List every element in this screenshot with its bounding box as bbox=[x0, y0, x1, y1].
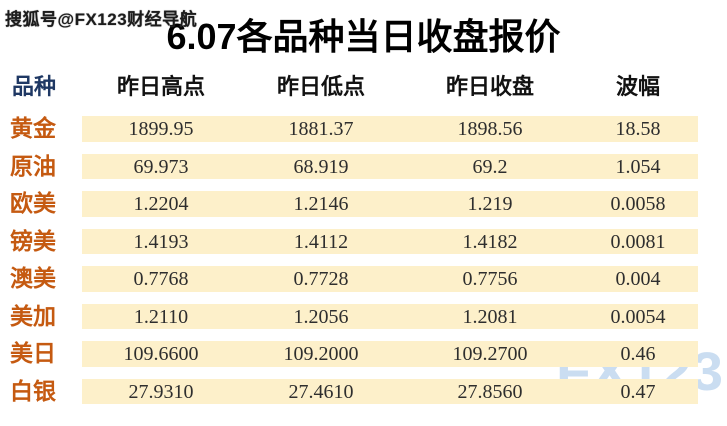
value-prev-low: 1.4112 bbox=[293, 230, 349, 253]
row-stripe: 0.7768 0.7728 0.7756 0.004 bbox=[82, 266, 698, 292]
value-range: 0.47 bbox=[620, 380, 656, 403]
table-row: 黄金 1899.95 1881.37 1898.56 18.58 bbox=[0, 116, 698, 142]
row-stripe: 1.2204 1.2146 1.219 0.0058 bbox=[82, 191, 698, 217]
value-prev-low: 68.919 bbox=[293, 155, 349, 178]
value-range: 18.58 bbox=[615, 118, 661, 140]
value-prev-low: 0.7728 bbox=[293, 268, 349, 290]
row-stripe: 1.4193 1.4112 1.4182 0.0081 bbox=[82, 228, 698, 254]
header-prev-high: 昨日高点 bbox=[116, 74, 205, 99]
table-header-row: 品种 昨日高点 昨日低点 昨日收盘 波幅 bbox=[0, 72, 698, 102]
table-row: 白银 27.9310 27.4610 27.8560 0.47 bbox=[0, 378, 698, 404]
row-stripe: 1.2110 1.2056 1.2081 0.0054 bbox=[82, 303, 698, 329]
table-row: 原油 69.973 68.919 69.2 1.054 bbox=[0, 153, 698, 179]
value-prev-high: 69.973 bbox=[133, 155, 189, 178]
value-range: 1.054 bbox=[615, 155, 661, 178]
value-prev-low: 109.2000 bbox=[283, 343, 359, 365]
table-row: 美日 109.6600 109.2000 109.2700 0.46 bbox=[0, 341, 698, 367]
value-prev-low: 27.4610 bbox=[288, 380, 354, 403]
instrument-name: 美日 bbox=[10, 341, 56, 366]
value-prev-high: 1.2204 bbox=[133, 193, 189, 215]
instrument-name: 镑美 bbox=[10, 228, 56, 254]
instrument-name: 澳美 bbox=[10, 266, 56, 291]
value-prev-close: 1.219 bbox=[467, 193, 513, 215]
header-prev-low: 昨日低点 bbox=[276, 74, 365, 99]
value-prev-high: 27.9310 bbox=[128, 380, 194, 403]
value-range: 0.0058 bbox=[610, 193, 666, 215]
value-prev-high: 0.7768 bbox=[133, 268, 189, 290]
row-stripe: 69.973 68.919 69.2 1.054 bbox=[82, 153, 698, 179]
value-prev-close: 69.2 bbox=[472, 155, 508, 178]
table-row: 澳美 0.7768 0.7728 0.7756 0.004 bbox=[0, 266, 698, 292]
value-prev-high: 1.4193 bbox=[133, 230, 189, 253]
value-range: 0.0054 bbox=[610, 305, 666, 328]
quotes-table-body: 黄金 1899.95 1881.37 1898.56 18.58 原油 69.973 68.9… bbox=[0, 116, 698, 416]
value-prev-high: 109.6600 bbox=[123, 343, 199, 365]
header-prev-close: 昨日收盘 bbox=[445, 74, 534, 99]
value-prev-low: 1.2056 bbox=[293, 305, 349, 328]
value-prev-close: 0.7756 bbox=[462, 268, 518, 290]
value-prev-low: 1.2146 bbox=[293, 193, 349, 215]
value-range: 0.0081 bbox=[610, 230, 666, 253]
instrument-name: 欧美 bbox=[10, 191, 56, 216]
value-prev-high: 1899.95 bbox=[128, 118, 194, 140]
instrument-name: 黄金 bbox=[10, 116, 56, 141]
value-prev-close: 109.2700 bbox=[452, 343, 528, 365]
instrument-name: 白银 bbox=[10, 378, 56, 404]
value-prev-close: 1.4182 bbox=[462, 230, 518, 253]
row-stripe: 1899.95 1881.37 1898.56 18.58 bbox=[82, 116, 698, 142]
instrument-name: 原油 bbox=[10, 153, 56, 179]
value-prev-low: 1881.37 bbox=[288, 118, 354, 140]
value-prev-high: 1.2110 bbox=[133, 305, 189, 328]
page-title: 6.07各品种当日收盘报价 bbox=[166, 16, 561, 57]
sohu-account-watermark: 搜狐号@FX123财经导航 bbox=[5, 10, 198, 29]
header-instrument: 品种 bbox=[12, 74, 57, 99]
value-range: 0.46 bbox=[620, 343, 656, 365]
instrument-name: 美加 bbox=[10, 303, 56, 329]
value-prev-close: 1.2081 bbox=[462, 305, 518, 328]
table-row: 美加 1.2110 1.2056 1.2081 0.0054 bbox=[0, 303, 698, 329]
row-stripe: 27.9310 27.4610 27.8560 0.47 bbox=[82, 378, 698, 404]
table-row: 镑美 1.4193 1.4112 1.4182 0.0081 bbox=[0, 228, 698, 254]
table-row: 欧美 1.2204 1.2146 1.219 0.0058 bbox=[0, 191, 698, 217]
value-range: 0.004 bbox=[615, 268, 661, 290]
value-prev-close: 1898.56 bbox=[457, 118, 523, 140]
value-prev-close: 27.8560 bbox=[457, 380, 523, 403]
header-range: 波幅 bbox=[615, 74, 660, 99]
row-stripe: 109.6600 109.2000 109.2700 0.46 bbox=[82, 341, 698, 367]
